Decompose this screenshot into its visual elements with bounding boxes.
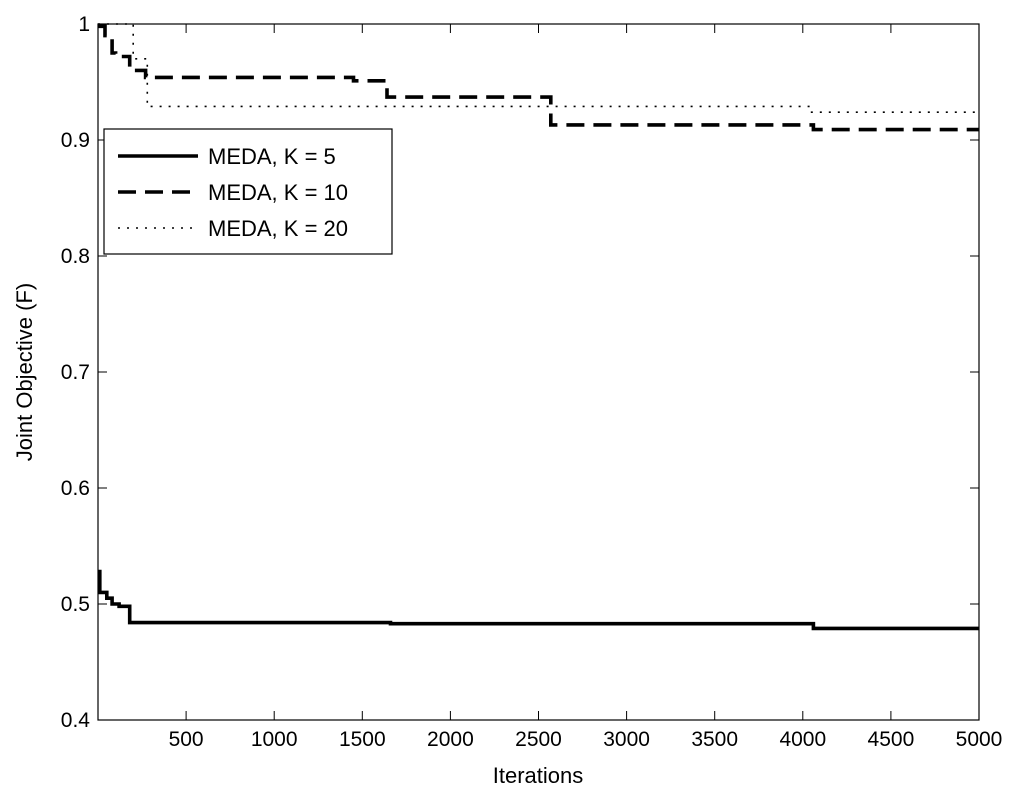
x-tick-label: 3000 — [603, 728, 650, 751]
legend-label: MEDA, K = 10 — [208, 180, 348, 205]
series-line-1 — [98, 569, 979, 631]
x-tick-label: 4000 — [779, 728, 826, 751]
x-tick-label: 1500 — [339, 728, 386, 751]
x-axis-label: Iterations — [493, 763, 584, 788]
x-tick-label: 1000 — [251, 728, 298, 751]
y-tick-label: 0.9 — [61, 129, 90, 152]
legend-label: MEDA, K = 5 — [208, 144, 336, 169]
y-tick-label: 0.4 — [61, 709, 91, 732]
y-tick-label: 0.6 — [61, 477, 90, 500]
x-tick-label: 5000 — [956, 728, 1003, 751]
x-tick-label: 2000 — [427, 728, 474, 751]
series-line-2 — [98, 24, 979, 132]
x-tick-label: 3500 — [691, 728, 738, 751]
y-tick-label: 0.5 — [61, 593, 90, 616]
legend: MEDA, K = 5 MEDA, K = 10 MEDA, K = 20 — [103, 128, 393, 255]
series-layer — [98, 23, 979, 631]
x-tick-label: 4500 — [868, 728, 915, 751]
y-tick-label: 0.7 — [61, 361, 90, 384]
x-tick-label: 2500 — [515, 728, 562, 751]
y-tick-label: 0.8 — [61, 245, 90, 268]
y-tick-label: 1 — [78, 13, 90, 36]
y-axis-label: Joint Objective (F) — [12, 283, 37, 462]
x-tick-label: 500 — [169, 728, 204, 751]
legend-label: MEDA, K = 20 — [208, 216, 348, 241]
axis-ticks: 500 1000 1500 2000 2500 3000 3500 4000 4500 5000 0… — [61, 13, 1003, 751]
